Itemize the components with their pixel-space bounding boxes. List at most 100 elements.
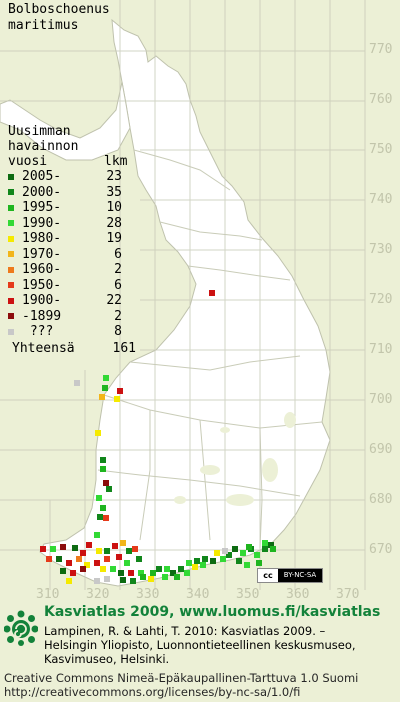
observation-square [270,546,276,552]
legend-count: 28 [106,215,122,231]
finland-northwest-arm [0,81,131,161]
legend-count: 19 [106,231,122,246]
legend-row: 2005- 23 [8,169,136,185]
observation-square [184,570,190,576]
x-tick-label: 310 [36,587,60,602]
legend-swatch [8,173,14,180]
coordinate-grid [0,0,366,590]
observation-square [96,548,102,554]
observation-square [66,578,72,584]
observation-square [210,558,216,564]
x-tick-label: 360 [286,587,310,602]
observation-square [254,552,260,558]
legend-swatch [8,266,14,273]
legend-header: Uusimman havainnon vuosi lkm [8,124,136,169]
legend-count: 6 [114,246,122,262]
license-line-2[interactable]: http://creativecommons.org/licenses/by-n… [4,685,301,699]
observation-square [232,546,238,552]
legend-row: ??? 8 [8,324,136,340]
y-tick-label: 670 [369,542,393,557]
observation-square [84,562,90,568]
atlas-title[interactable]: Kasviatlas 2009, www.luomus.fi/kasviatla… [44,604,381,620]
observation-square [95,430,101,436]
license-line-1: Creative Commons Nimeä-Epäkaupallinen-Ta… [4,671,359,685]
observation-square [236,558,242,564]
legend-count: 2 [114,262,122,277]
x-tick-label: 370 [336,587,360,602]
legend-row: 1980- 19 [8,231,136,247]
observation-square [200,562,206,568]
x-tick-label: 320 [86,587,110,602]
x-tick-label: 350 [236,587,260,602]
legend-rows: 2005- 23 2000- 35 1995- 10 1990- 28 1980- 19 1970-… [8,169,136,340]
observation-square [202,556,208,562]
observation-square [94,532,100,538]
citation-line-1: Lampinen, R. & Lahti, T. 2010: Kasviatla… [44,624,326,638]
legend-year-label: -1899 [22,308,62,324]
observation-square [178,566,184,572]
legend-count: 2 [114,308,122,324]
observation-square [80,550,86,556]
observation-square [120,577,126,583]
observation-square [86,542,92,548]
legend-year-label: 1990- [22,215,62,231]
observation-square [186,560,192,566]
legend-year-label: 1960- [22,262,62,277]
observation-square [194,558,200,564]
legend-row: 1995- 10 [8,200,136,216]
legend-year-label: 2005- [22,169,62,184]
observation-square [244,562,250,568]
kasviatlas-logo-icon [4,610,38,646]
observation-square [132,546,138,552]
y-tick-label: 770 [369,42,393,57]
observation-square [192,564,198,570]
observation-square [96,495,102,501]
legend-swatch [8,328,14,335]
legend-row: -1899 2 [8,309,136,325]
observation-square [112,543,118,549]
observation-square [116,554,122,560]
observation-square [130,578,136,584]
y-tick-label: 760 [369,92,393,107]
observation-square [124,560,130,566]
observation-square [104,548,110,554]
observation-square [140,574,146,580]
legend-year-label: 1900- [22,293,62,308]
observation-square [214,550,220,556]
x-tick-label: 340 [186,587,210,602]
legend-swatch [8,204,14,211]
legend-swatch [8,189,14,196]
legend-row: 1900- 22 [8,293,136,309]
legend-total-row: Yhteensä 161 [8,341,136,357]
license-text: Creative Commons Nimeä-Epäkaupallinen-Ta… [4,671,358,699]
observation-square [156,566,162,572]
observation-square [80,566,86,572]
legend-swatch [8,297,14,304]
legend-total-count: 161 [112,340,136,356]
legend-count: 22 [106,293,122,308]
observation-square [150,570,156,576]
observation-square [100,466,106,472]
legend-row: 1970- 6 [8,247,136,263]
cc-license-badge[interactable]: cc BY-NC-SA [257,568,323,583]
observation-square [40,546,46,552]
observation-square [60,544,66,550]
cc-badge-text: BY-NC-SA [278,569,322,582]
legend-row: 1990- 28 [8,216,136,232]
legend-count: 35 [106,184,122,200]
observation-square [120,540,126,546]
observation-square [148,576,154,582]
observation-square [103,480,109,486]
observation-square [164,566,170,572]
legend-swatch [8,282,14,289]
x-tick-label: 330 [136,587,160,602]
observation-squares [40,290,276,584]
observation-square [100,566,106,572]
legend-year-label: ??? [22,324,54,339]
legend-swatch [8,220,14,227]
legend-header-line-2: havainnon [8,139,79,154]
observation-square [114,396,120,402]
observation-square [94,578,100,584]
observation-square [220,556,226,562]
observation-square [46,556,52,562]
